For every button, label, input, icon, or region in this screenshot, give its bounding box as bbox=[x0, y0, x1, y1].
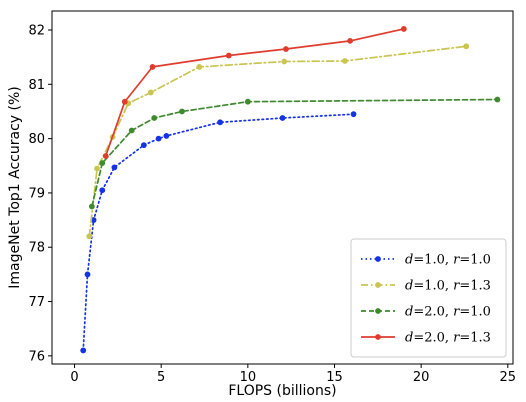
x-tick-label: 25 bbox=[500, 370, 517, 385]
plot-frame bbox=[51, 10, 514, 365]
legend-marker bbox=[375, 334, 381, 340]
y-tick-label: 81 bbox=[28, 78, 45, 93]
x-tick-label: 15 bbox=[326, 370, 343, 385]
y-tick-label: 76 bbox=[28, 349, 45, 364]
data-point bbox=[244, 98, 251, 105]
data-point bbox=[217, 119, 224, 126]
plot-marks bbox=[80, 26, 501, 354]
data-point bbox=[283, 46, 289, 52]
data-point bbox=[80, 347, 87, 354]
data-point bbox=[347, 37, 353, 44]
data-point bbox=[102, 153, 109, 159]
series-line bbox=[82, 113, 355, 352]
legend-label: d=2.0, r=1.3 bbox=[405, 331, 491, 346]
data-point bbox=[84, 271, 91, 278]
data-point bbox=[151, 115, 158, 121]
series-1 bbox=[80, 111, 357, 354]
legend-marker bbox=[375, 282, 381, 288]
y-tick-label: 82 bbox=[28, 24, 45, 39]
y-tick-label: 78 bbox=[28, 241, 45, 256]
data-point bbox=[88, 203, 95, 210]
y-axis-label: ImageNet Top1 Accuracy (%) bbox=[7, 86, 23, 288]
data-point bbox=[147, 89, 154, 96]
legend: d=1.0, r=1.0 d=1.0, r=1.3 d=2.0, r=1.0 d=2.… bbox=[350, 238, 507, 358]
x-tick-label: 0 bbox=[70, 370, 78, 385]
y-tick-label: 79 bbox=[28, 186, 45, 201]
series-2 bbox=[86, 43, 470, 240]
series-4 bbox=[102, 26, 407, 159]
data-point bbox=[179, 108, 185, 115]
data-point bbox=[94, 165, 100, 172]
y-tick-label: 77 bbox=[28, 295, 45, 310]
data-point bbox=[128, 127, 135, 134]
legend-box bbox=[350, 238, 507, 358]
x-axis-label: FLOPS (billions) bbox=[228, 383, 336, 399]
data-point bbox=[400, 26, 407, 32]
data-point bbox=[149, 64, 156, 70]
legend-label: d=1.0, r=1.3 bbox=[405, 279, 491, 294]
data-point bbox=[99, 160, 106, 166]
data-point bbox=[494, 96, 501, 103]
data-point bbox=[350, 111, 357, 118]
data-point bbox=[121, 98, 128, 105]
data-point bbox=[225, 52, 232, 59]
data-point bbox=[341, 58, 348, 64]
data-point bbox=[279, 115, 286, 121]
data-point bbox=[463, 43, 470, 50]
series-3 bbox=[88, 96, 501, 210]
data-point bbox=[155, 135, 162, 142]
data-point bbox=[99, 187, 106, 194]
data-point bbox=[111, 164, 118, 171]
y-tick-label: 80 bbox=[28, 132, 45, 147]
legend-marker bbox=[375, 308, 381, 314]
data-point bbox=[163, 133, 170, 139]
data-point bbox=[140, 142, 147, 149]
x-tick-label: 10 bbox=[240, 370, 257, 385]
legend-marker bbox=[375, 256, 381, 262]
x-tick-label: 5 bbox=[157, 370, 165, 385]
data-point bbox=[281, 58, 288, 65]
x-tick-label: 20 bbox=[413, 370, 430, 385]
legend-label: d=1.0, r=1.0 bbox=[405, 253, 491, 268]
axis-ticks: 0 5 10 15 20 25 76 77 78 79 80 81 82 bbox=[28, 24, 516, 385]
legend-label: d=2.0, r=1.0 bbox=[405, 305, 491, 320]
data-point bbox=[86, 233, 93, 240]
data-point bbox=[196, 64, 203, 70]
